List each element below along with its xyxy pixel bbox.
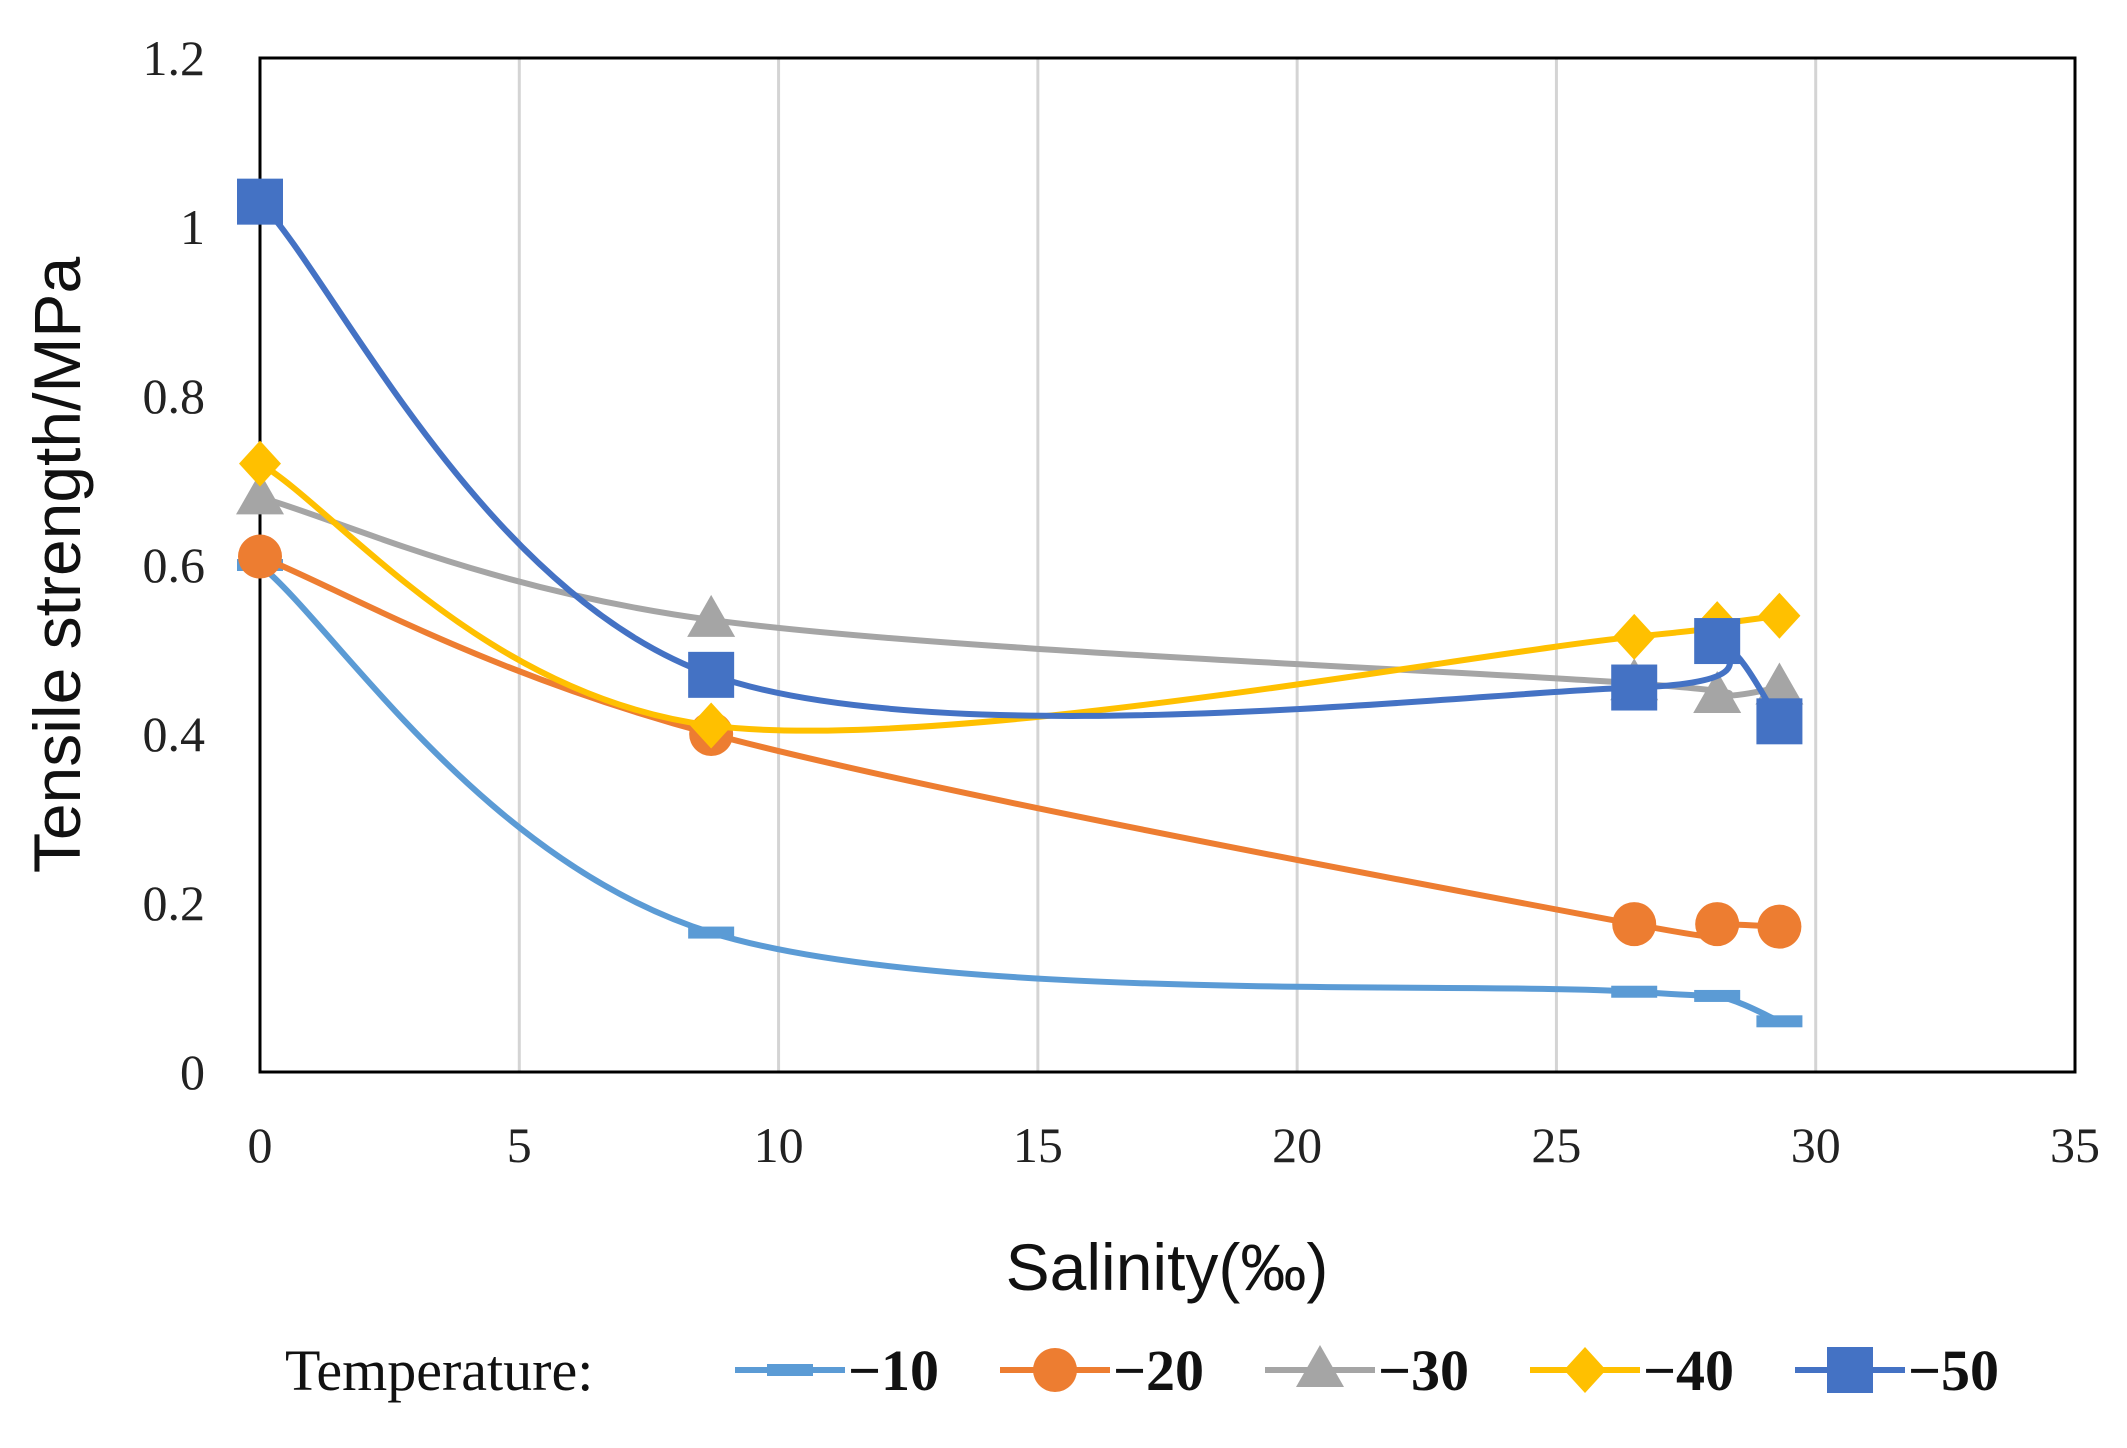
data-point: [237, 178, 283, 225]
data-point: [1613, 613, 1656, 660]
data-point: [1756, 698, 1803, 745]
legend-label: −10: [848, 1338, 939, 1403]
legend-marker: [767, 1364, 813, 1376]
legend-label: −40: [1643, 1338, 1734, 1403]
data-point: [1611, 664, 1658, 711]
legend-item: −40: [1530, 1338, 1734, 1403]
data-point: [1758, 592, 1801, 639]
data-point: [1756, 1015, 1803, 1028]
y-tick-label: 0.4: [143, 706, 206, 762]
legend: −10 −20 −30 −40 −50: [735, 1338, 1999, 1403]
legend-item: −10: [735, 1338, 939, 1403]
x-tick-label: 15: [1013, 1117, 1063, 1173]
data-point: [1694, 618, 1741, 665]
legend-label: −30: [1378, 1338, 1469, 1403]
x-tick-label: 30: [1791, 1117, 1841, 1173]
y-tick-label: 1: [180, 199, 205, 255]
x-tick-label: 25: [1531, 1117, 1581, 1173]
data-point: [1693, 670, 1742, 713]
legend-item: −50: [1795, 1338, 1999, 1403]
data-point: [688, 926, 735, 939]
legend-marker: [1827, 1347, 1873, 1393]
data-point: [1695, 902, 1740, 947]
data-point: [239, 440, 281, 487]
legend-label: −50: [1908, 1338, 1999, 1403]
y-tick-label: 0.2: [143, 875, 206, 931]
legend-label: −20: [1113, 1338, 1204, 1403]
legend-title: Temperature:: [285, 1338, 593, 1403]
legend-item: −20: [1000, 1338, 1204, 1403]
data-point: [687, 594, 736, 637]
x-axis-title: Salinity(‰): [1006, 1230, 1329, 1304]
x-tick-label: 35: [2050, 1117, 2100, 1173]
data-point: [690, 702, 733, 749]
data-point: [1694, 989, 1741, 1002]
x-tick-label: 10: [754, 1117, 804, 1173]
legend-marker: [1033, 1348, 1077, 1392]
y-axis-title: Tensile strength/MPa: [20, 257, 94, 874]
data-point: [1757, 904, 1802, 949]
data-point: [236, 472, 284, 515]
legend-marker: [1564, 1347, 1606, 1393]
x-tick-label: 0: [248, 1117, 273, 1173]
x-tick-label: 5: [507, 1117, 532, 1173]
series-group: [236, 178, 1804, 1028]
legend-item: −30: [1265, 1338, 1469, 1403]
y-tick-label: 0.6: [143, 537, 206, 593]
x-tick-label: 20: [1272, 1117, 1322, 1173]
data-point: [688, 651, 735, 698]
grid-lines: [517, 58, 1818, 1072]
y-tick-label: 0: [180, 1044, 205, 1100]
data-point: [1612, 902, 1657, 947]
series-5: [237, 178, 1803, 745]
y-tick-label: 0.8: [143, 368, 206, 424]
x-axis-ticks: 0 5 10 15 20 25 30 35: [248, 1117, 2101, 1173]
data-point: [1611, 985, 1658, 998]
legend-marker: [1296, 1345, 1344, 1387]
data-point: [1755, 662, 1804, 705]
data-point: [238, 534, 282, 579]
y-tick-label: 1.2: [143, 30, 206, 86]
y-axis-ticks: 0 0.2 0.4 0.6 0.8 1 1.2: [143, 30, 206, 1100]
